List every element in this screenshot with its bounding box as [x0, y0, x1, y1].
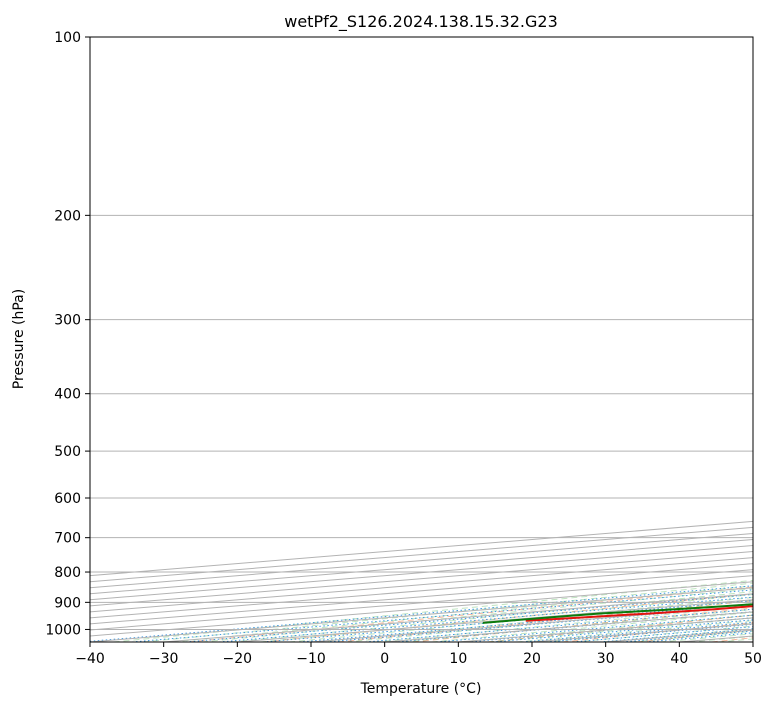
isotherm [90, 526, 753, 583]
x-tick-label: 30 [597, 651, 615, 667]
moist-adiabat [346, 602, 753, 642]
isotherm [90, 532, 753, 589]
mixing-ratio-line [131, 589, 753, 642]
dry-adiabat [636, 629, 753, 642]
dry-adiabat [338, 600, 753, 642]
moist-adiabat [718, 638, 753, 642]
moist-adiabat [201, 588, 753, 642]
isotherm [384, 611, 753, 642]
y-tick-label: 1000 [45, 622, 81, 638]
isotherm [90, 538, 753, 595]
y-tick-label: 900 [54, 595, 81, 611]
isotherm [531, 623, 753, 642]
moist-adiabat [544, 622, 753, 642]
dry-adiabat [711, 637, 753, 642]
y-tick-label: 600 [54, 491, 81, 507]
moist-adiabat [573, 625, 753, 642]
mixing-ratio-line [185, 593, 753, 642]
y-tick-label: 400 [54, 387, 81, 403]
y-axis-label: Pressure (hPa) [11, 289, 27, 389]
x-tick-label: 10 [449, 651, 467, 667]
x-tick-label: 20 [523, 651, 541, 667]
moist-adiabat [487, 617, 753, 642]
grid [90, 37, 753, 642]
y-tick-label: 500 [54, 444, 81, 460]
moist-adiabat [143, 582, 753, 642]
x-tick-label: −10 [296, 651, 326, 667]
moist-adiabat [459, 614, 753, 642]
isotherm [90, 520, 753, 577]
mixing-ratio-line [599, 628, 753, 642]
dry-adiabat [263, 593, 753, 642]
moist-adiabat [660, 633, 753, 642]
x-tick-label: 50 [744, 651, 762, 667]
isotherm [237, 599, 753, 642]
y-tick-label: 700 [54, 531, 81, 547]
x-axis-label: Temperature (°C) [360, 681, 482, 697]
x-tick-label: 40 [670, 651, 688, 667]
x-axis: −40 −30 −20 −10 0 10 20 30 40 50 [75, 642, 762, 667]
moist-adiabat [374, 605, 753, 642]
moist-adiabat [431, 611, 753, 642]
dry-adiabat [562, 622, 753, 642]
mixing-ratio-line [218, 596, 753, 642]
series-line-1 [525, 605, 753, 622]
moist-adiabat [403, 608, 753, 642]
x-tick-label: −20 [223, 651, 253, 667]
background-lines [90, 579, 753, 642]
isotherm [458, 617, 753, 642]
x-tick-label: −30 [149, 651, 179, 667]
y-axis: 100 200 300 400 500 600 700 800 900 1000 [45, 30, 90, 638]
isotherm [605, 629, 753, 642]
isotherm [90, 581, 753, 637]
isotherm [679, 635, 753, 642]
chart-title: wetPf2_S126.2024.138.15.32.G23 [284, 12, 558, 32]
x-tick-label: −40 [75, 651, 105, 667]
y-tick-label: 300 [54, 313, 81, 329]
isotherm [752, 641, 753, 642]
dry-adiabat [188, 586, 753, 642]
y-tick-label: 200 [54, 208, 81, 224]
moist-adiabat [113, 579, 753, 642]
y-tick-label: 100 [54, 30, 81, 46]
isotherm [310, 605, 753, 642]
isotherm [90, 587, 753, 642]
x-tick-label: 0 [380, 651, 389, 667]
plot-frame [89, 36, 754, 643]
y-tick-label: 800 [54, 565, 81, 581]
